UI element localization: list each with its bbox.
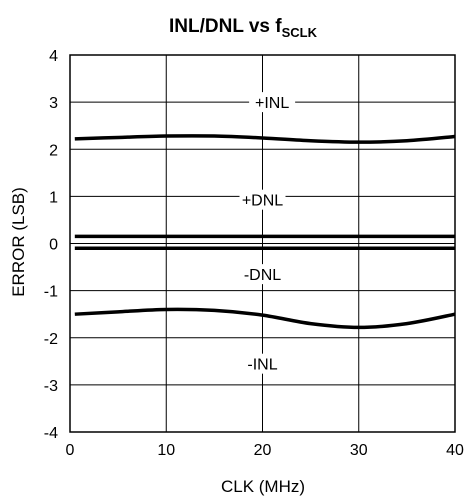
x-tick-labels: 0 10 20 30 40 bbox=[66, 442, 464, 459]
series-label-plusminus-inl: +INL bbox=[255, 95, 289, 112]
series-label-bg-plusminus-dnl bbox=[239, 189, 286, 210]
x-tick-label: 40 bbox=[446, 442, 464, 459]
y-tick-label: 1 bbox=[49, 189, 58, 206]
series-label-plusminus-dnl: +DNL bbox=[242, 193, 283, 210]
y-tick-label: 3 bbox=[49, 95, 58, 112]
plot-frame bbox=[69, 54, 456, 433]
y-tick-label: 4 bbox=[49, 48, 58, 65]
chart-title: INL/DNL vs fSCLK bbox=[169, 16, 318, 40]
series-label-minus-dnl: -DNL bbox=[244, 267, 281, 284]
x-tick-label: 30 bbox=[350, 442, 368, 459]
plot-border bbox=[69, 54, 456, 433]
y-tick-label: -4 bbox=[44, 425, 58, 442]
y-tick-label: -3 bbox=[44, 378, 58, 395]
series-line-minus-inl bbox=[74, 307, 456, 330]
x-tick-label: 10 bbox=[157, 442, 175, 459]
x-tick-label: 20 bbox=[254, 442, 272, 459]
y-tick-label: -2 bbox=[44, 331, 58, 348]
chart-title-main: INL/DNL vs f bbox=[169, 16, 282, 37]
series-lines bbox=[74, 134, 456, 330]
y-tick-label: 2 bbox=[49, 142, 58, 159]
series-label-bg-plusminus-inl bbox=[249, 92, 296, 113]
series-label-minus-inl: -INL bbox=[247, 357, 277, 374]
grid bbox=[70, 55, 455, 432]
y-tick-label: -1 bbox=[44, 284, 58, 301]
x-axis-label: CLK (MHz) bbox=[221, 477, 305, 496]
y-tick-label: 0 bbox=[49, 237, 58, 254]
series-line-plusminus-inl bbox=[74, 134, 456, 144]
series-label-bg-minus-dnl bbox=[239, 264, 286, 285]
x-tick-label: 0 bbox=[66, 442, 75, 459]
series-labels: +INL +DNL -DNL -INL bbox=[239, 92, 296, 374]
chart-title-subscript: SCLK bbox=[282, 25, 318, 40]
y-axis-label: ERROR (LSB) bbox=[9, 187, 28, 297]
y-tick-labels: 4 3 2 1 0 -1 -2 -3 -4 bbox=[44, 48, 58, 442]
series-label-bg-minus-inl bbox=[239, 353, 286, 374]
